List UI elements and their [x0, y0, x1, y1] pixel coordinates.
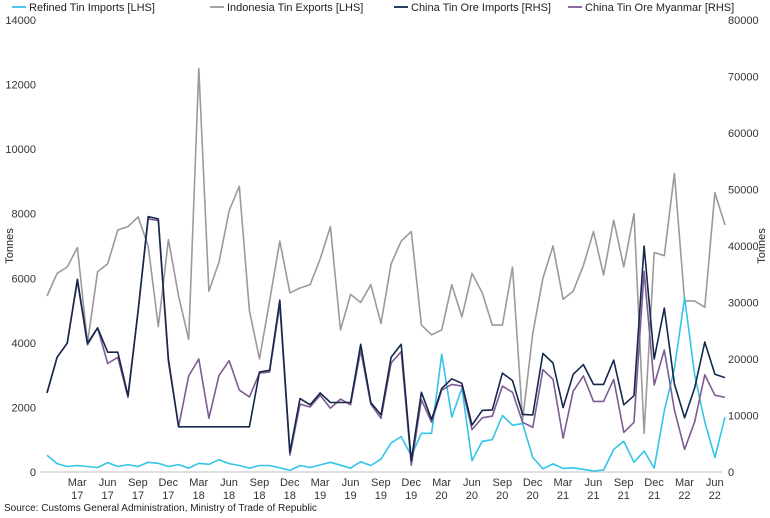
right-tick-label: 70000 — [728, 72, 759, 84]
right-tick-label: 60000 — [728, 128, 759, 140]
x-tick-label: Jun 20 — [463, 477, 481, 502]
x-tick-month: Sep — [128, 477, 148, 489]
x-tick-month: Mar — [189, 477, 208, 489]
x-tick-month: Dec — [280, 477, 300, 489]
source-note: Source: Customs General Administration, … — [4, 503, 317, 514]
x-tick-year: 17 — [101, 490, 113, 502]
x-tick-year: 20 — [527, 490, 539, 502]
x-tick-month: Dec — [401, 477, 421, 489]
x-tick-month: Dec — [523, 477, 543, 489]
right-tick-label: 20000 — [728, 354, 759, 366]
x-tick-month: Dec — [159, 477, 179, 489]
x-tick-year: 17 — [162, 490, 174, 502]
x-tick-month: Mar — [432, 477, 451, 489]
x-tick-month: Mar — [554, 477, 573, 489]
x-tick-month: Jun — [342, 477, 360, 489]
series-lines — [46, 67, 726, 472]
x-tick-label: Dec 17 — [159, 477, 179, 502]
x-tick-month: Sep — [250, 477, 270, 489]
x-tick-label: Mar 17 — [68, 477, 87, 502]
x-tick-year: 21 — [557, 490, 569, 502]
x-tick-label: Mar 20 — [432, 477, 451, 502]
left-tick-label: 0 — [30, 467, 36, 479]
x-tick-label: Jun 22 — [706, 477, 724, 502]
x-tick-label: Sep 21 — [614, 477, 634, 502]
x-tick-label: Jun 19 — [342, 477, 360, 502]
legend-label-3: China Tin Ore Myanmar [RHS] — [585, 2, 734, 14]
x-tick-label: Jun 17 — [99, 477, 117, 502]
x-tick-label: Mar 19 — [311, 477, 330, 502]
x-tick-year: 21 — [648, 490, 660, 502]
x-tick-label: Jun 18 — [220, 477, 238, 502]
x-tick-label: Sep 19 — [371, 477, 391, 502]
legend-label-1: Indonesia Tin Exports [LHS] — [227, 2, 363, 14]
left-tick-label: 6000 — [12, 273, 36, 285]
right-axis-title: Tonnes — [756, 228, 768, 264]
x-tick-month: Jun — [220, 477, 238, 489]
x-tick-month: Mar — [675, 477, 694, 489]
x-tick-label: Dec 20 — [523, 477, 543, 502]
x-tick-month: Mar — [311, 477, 330, 489]
x-tick-month: Mar — [68, 477, 87, 489]
right-tick-label: 80000 — [728, 15, 759, 27]
series-line-2 — [46, 215, 726, 462]
right-tick-label: 30000 — [728, 298, 759, 310]
left-axis-ticks: 0 2000 4000 6000 8000 10000 12000 14000 — [5, 15, 36, 479]
left-tick-label: 8000 — [12, 209, 36, 221]
right-tick-label: 50000 — [728, 185, 759, 197]
x-tick-month: Jun — [463, 477, 481, 489]
legend: Refined Tin Imports [LHS] Indonesia Tin E… — [12, 2, 734, 14]
x-tick-year: 18 — [253, 490, 265, 502]
x-tick-year: 17 — [132, 490, 144, 502]
x-tick-year: 19 — [375, 490, 387, 502]
left-tick-label: 12000 — [5, 80, 36, 92]
x-tick-month: Sep — [492, 477, 512, 489]
x-tick-label: Dec 19 — [401, 477, 421, 502]
x-tick-year: 22 — [709, 490, 721, 502]
series-line-1 — [46, 67, 726, 435]
right-tick-label: 40000 — [728, 241, 759, 253]
x-tick-year: 18 — [284, 490, 296, 502]
x-tick-label: Mar 22 — [675, 477, 694, 502]
x-tick-year: 17 — [71, 490, 83, 502]
left-tick-label: 2000 — [12, 402, 36, 414]
x-tick-year: 18 — [193, 490, 205, 502]
x-tick-label: Mar 18 — [189, 477, 208, 502]
x-tick-label: Dec 18 — [280, 477, 300, 502]
right-tick-label: 0 — [728, 467, 734, 479]
legend-label-2: China Tin Ore Imports [RHS] — [411, 2, 551, 14]
x-tick-month: Jun — [584, 477, 602, 489]
x-tick-label: Jun 21 — [584, 477, 602, 502]
x-tick-year: 19 — [405, 490, 417, 502]
right-tick-label: 10000 — [728, 411, 759, 423]
x-tick-year: 22 — [678, 490, 690, 502]
x-tick-label: Dec 21 — [644, 477, 664, 502]
x-tick-year: 18 — [223, 490, 235, 502]
left-tick-label: 10000 — [5, 144, 36, 156]
x-tick-year: 20 — [466, 490, 478, 502]
x-tick-month: Sep — [614, 477, 634, 489]
x-tick-label: Sep 20 — [492, 477, 512, 502]
x-tick-month: Dec — [644, 477, 664, 489]
x-tick-label: Mar 21 — [554, 477, 573, 502]
x-tick-month: Jun — [706, 477, 724, 489]
x-tick-year: 19 — [344, 490, 356, 502]
x-tick-label: Sep 18 — [250, 477, 270, 502]
x-tick-month: Jun — [99, 477, 117, 489]
legend-label-0: Refined Tin Imports [LHS] — [29, 2, 155, 14]
left-axis-title: Tonnes — [4, 228, 16, 264]
right-axis-ticks: 0 10000 20000 30000 40000 50000 60000 70000 8000… — [728, 15, 759, 479]
x-tick-label: Sep 17 — [128, 477, 148, 502]
left-tick-label: 14000 — [5, 15, 36, 27]
x-tick-year: 20 — [496, 490, 508, 502]
x-tick-year: 20 — [435, 490, 447, 502]
x-tick-year: 21 — [618, 490, 630, 502]
series-line-0 — [46, 296, 726, 472]
x-tick-year: 19 — [314, 490, 326, 502]
x-tick-month: Sep — [371, 477, 391, 489]
x-tick-year: 21 — [587, 490, 599, 502]
left-tick-label: 4000 — [12, 338, 36, 350]
